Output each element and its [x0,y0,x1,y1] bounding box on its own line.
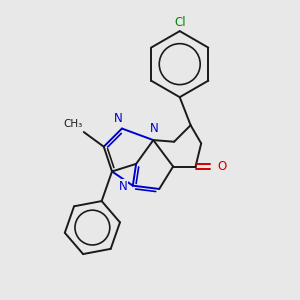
Text: Cl: Cl [174,16,185,29]
Text: N: N [150,122,158,136]
Text: N: N [119,180,128,193]
Text: N: N [114,112,123,124]
Text: CH₃: CH₃ [63,119,82,129]
Text: O: O [218,160,226,173]
